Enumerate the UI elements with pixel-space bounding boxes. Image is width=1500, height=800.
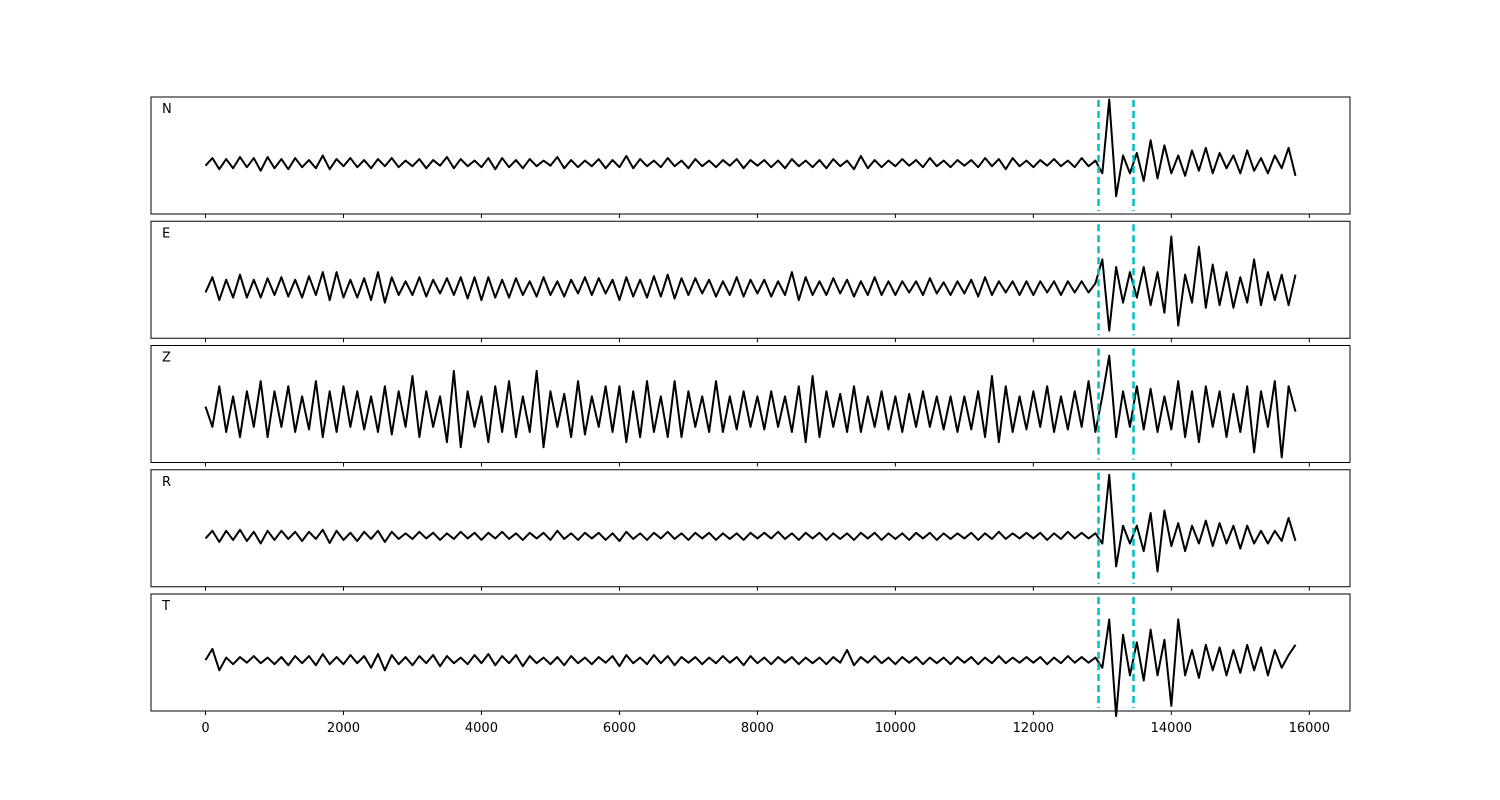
x-tick-label: 8000	[741, 721, 774, 736]
panel-label: T	[161, 599, 170, 614]
x-tick-label: 2000	[327, 721, 360, 736]
x-tick-label: 0	[201, 721, 209, 736]
trace	[204, 618, 1297, 718]
panel-label: N	[162, 102, 172, 117]
panel-frame	[150, 345, 1351, 463]
x-tick-label: 14000	[1151, 721, 1192, 736]
panel-frame	[150, 220, 1351, 339]
trace	[204, 235, 1297, 332]
panel-frame	[150, 96, 1351, 215]
panel-label: E	[162, 226, 170, 241]
panel-frame	[150, 593, 1351, 712]
panel-frame	[150, 469, 1351, 588]
x-tick-label: 16000	[1289, 721, 1330, 736]
x-tick-label: 12000	[1013, 721, 1054, 736]
panel-label: Z	[162, 351, 171, 366]
x-tick-label: 4000	[465, 721, 498, 736]
x-tick-label: 6000	[603, 721, 636, 736]
trace	[204, 98, 1297, 198]
x-tick-label: 10000	[875, 721, 916, 736]
trace	[204, 354, 1297, 459]
panel-label: R	[162, 475, 171, 490]
trace	[204, 473, 1297, 573]
